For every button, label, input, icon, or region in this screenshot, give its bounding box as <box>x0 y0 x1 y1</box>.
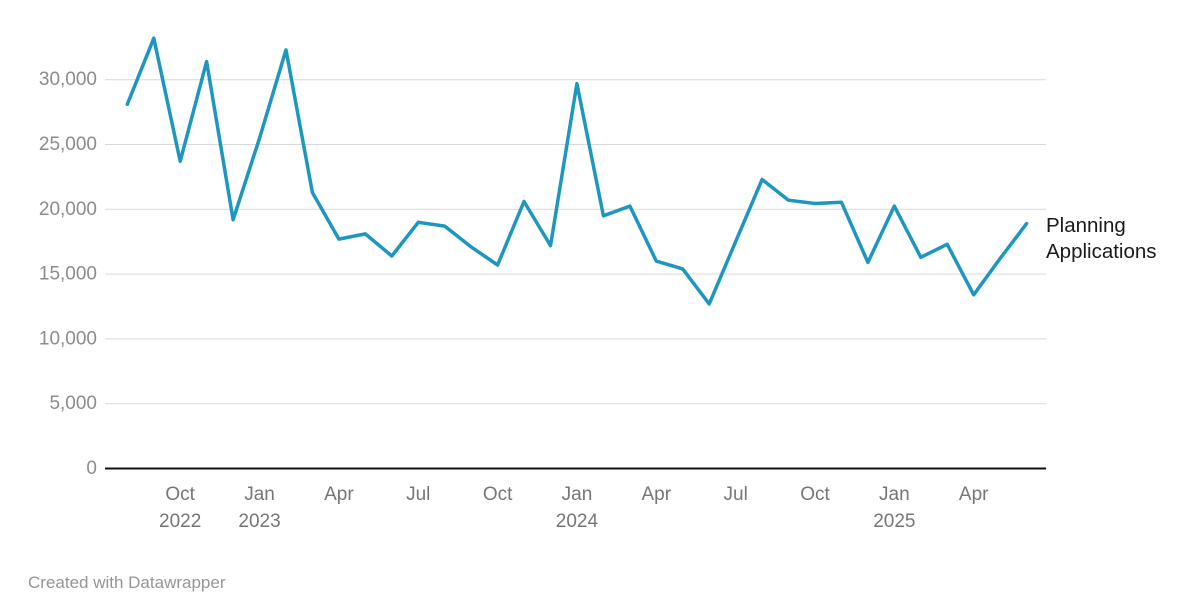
x-axis-label-month: Oct <box>165 484 195 505</box>
y-axis-label: 10,000 <box>39 328 97 349</box>
x-axis-label-month: Oct <box>800 484 830 505</box>
x-axis-label-year: 2024 <box>556 511 599 532</box>
series-line <box>125 36 1029 306</box>
x-axis-label-year: 2025 <box>873 511 915 532</box>
x-axis-label-year: 2022 <box>159 511 201 532</box>
x-axis-label-month: Apr <box>642 484 672 505</box>
y-axis-label: 30,000 <box>39 69 97 90</box>
x-axis-label-month: Apr <box>324 484 354 505</box>
x-axis-label-month: Jul <box>406 484 430 505</box>
datawrapper-credit: Created with Datawrapper <box>28 573 226 592</box>
y-axis-label: 15,000 <box>39 264 97 285</box>
x-axis-label-month: Oct <box>483 484 513 505</box>
x-axis-label-month: Jan <box>244 484 275 505</box>
y-axis-label: 20,000 <box>39 199 97 220</box>
x-axis-label-month: Jan <box>879 484 910 505</box>
y-axis-label: 0 <box>86 458 97 479</box>
y-axis-label: 5,000 <box>49 393 97 414</box>
y-axis-label: 25,000 <box>39 134 97 155</box>
x-axis-label-year: 2023 <box>238 511 280 532</box>
x-axis-label-month: Jan <box>562 484 593 505</box>
x-axis-label-month: Apr <box>959 484 989 505</box>
x-axis-label-month: Jul <box>724 484 748 505</box>
series-label: Planning Applications <box>1046 214 1157 263</box>
